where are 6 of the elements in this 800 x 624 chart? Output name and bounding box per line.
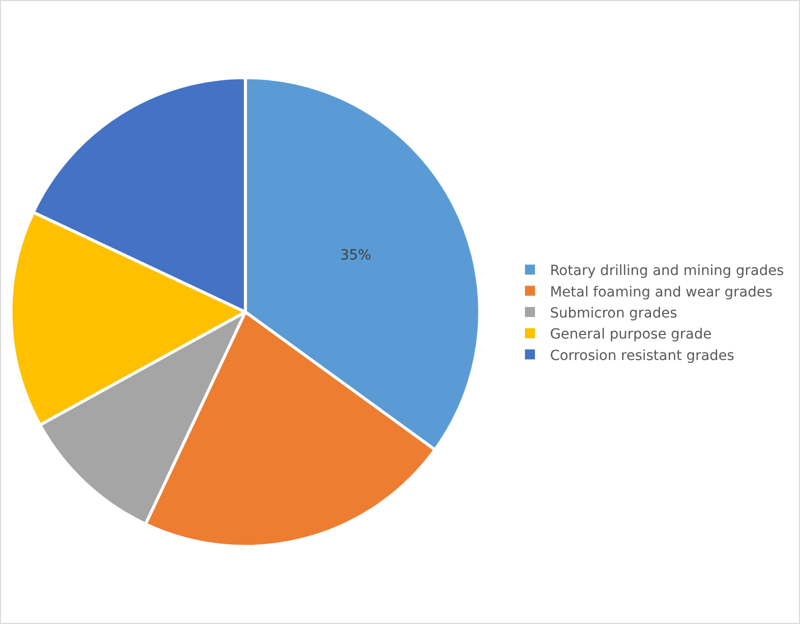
data-label: 35% <box>340 248 372 264</box>
legend-label: Corrosion resistant grades <box>550 348 734 364</box>
legend-label: Metal foaming and wear grades <box>550 284 773 300</box>
legend-label: Rotary drilling and mining grades <box>550 263 784 280</box>
legend-label: General purpose grade <box>550 326 712 343</box>
legend-label: Submicron grades <box>550 305 678 322</box>
